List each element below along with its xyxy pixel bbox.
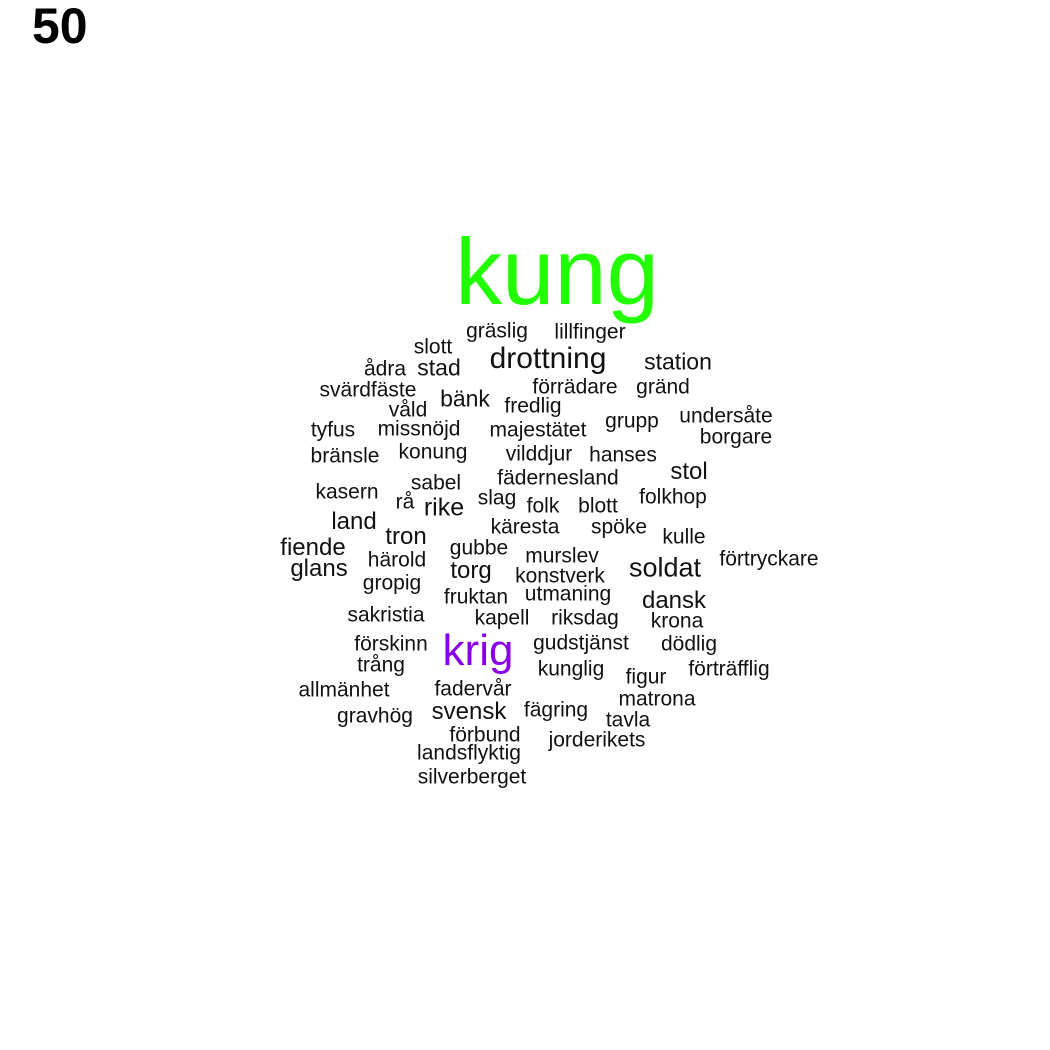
word-34: blott (578, 494, 618, 518)
word-13: bänk (440, 385, 490, 412)
word-17: grupp (605, 409, 659, 433)
word-27: fädernesland (497, 466, 619, 490)
word-36: land (331, 508, 377, 535)
word-43: härold (367, 548, 427, 572)
word-69: fägring (523, 698, 589, 722)
word-10: förrädare (532, 375, 618, 399)
word-45: förtryckare (719, 547, 819, 571)
word-35: folkhop (639, 485, 707, 509)
word-58: gudstjänst (533, 631, 629, 655)
word-65: fadervår (434, 677, 512, 701)
word-4: gräslig (466, 319, 528, 343)
word-51: utmaning (524, 582, 612, 606)
word-31: rike (423, 493, 465, 522)
word-0: kung (455, 219, 659, 324)
word-20: majestätet (489, 418, 587, 442)
word-74: silverberget (417, 765, 527, 789)
word-62: figur (625, 665, 667, 689)
word-66: matrona (618, 687, 696, 711)
word-26: stol (670, 458, 708, 485)
word-70: tavla (605, 708, 651, 732)
word-50: fruktan (443, 585, 509, 609)
word-33: folk (526, 494, 560, 518)
word-32: slag (477, 486, 517, 510)
word-63: förträfflig (688, 657, 770, 681)
word-48: konstverk (515, 564, 605, 588)
word-22: bränsle (310, 444, 380, 468)
word-44: murslev (525, 544, 599, 568)
word-54: kapell (474, 606, 530, 630)
word-67: gravhög (337, 704, 413, 728)
word-3: soldat (628, 552, 702, 583)
word-28: sabel (410, 471, 462, 495)
word-18: tyfus (310, 418, 356, 442)
word-39: tron (385, 523, 427, 550)
word-42: gubbe (449, 536, 509, 560)
word-68: svensk (431, 698, 507, 725)
word-64: allmänhet (298, 678, 390, 702)
word-41: fiende (280, 534, 346, 561)
word-49: gropig (362, 571, 422, 595)
word-52: dansk (641, 587, 707, 614)
word-47: torg (450, 557, 492, 584)
word-16: undersåte (679, 404, 773, 428)
word-46: glans (290, 555, 348, 582)
panel-label: 50 (32, 0, 88, 54)
word-57: förskinn (354, 632, 428, 656)
word-59: dödlig (660, 632, 718, 656)
word-23: konung (398, 440, 468, 464)
word-12: svärdfäste (319, 378, 417, 402)
word-30: rå (395, 490, 415, 514)
word-25: hanses (589, 443, 657, 467)
word-6: slott (413, 335, 453, 359)
word-1: krig (442, 626, 514, 675)
word-56: krona (650, 609, 704, 633)
word-24: vilddjur (505, 442, 573, 466)
word-40: kulle (662, 525, 706, 549)
word-11: gränd (636, 375, 690, 399)
word-5: lillfinger (554, 320, 626, 344)
word-7: station (644, 348, 712, 375)
word-21: borgare (699, 425, 773, 449)
word-55: riksdag (551, 606, 619, 630)
word-61: kunglig (537, 657, 605, 681)
word-14: våld (388, 398, 428, 422)
word-53: sakristia (347, 603, 425, 627)
word-71: förbund (449, 723, 521, 747)
word-15: fredlig (504, 394, 562, 418)
word-2: drottning (489, 342, 607, 375)
word-19: missnöjd (377, 417, 461, 441)
word-73: landsflyktig (417, 741, 521, 765)
word-29: kasern (315, 480, 379, 504)
word-72: jorderikets (548, 728, 646, 752)
word-37: käresta (490, 515, 560, 539)
word-60: trång (357, 653, 405, 677)
word-8: ådra (363, 357, 407, 381)
word-9: stad (417, 354, 461, 381)
word-38: spöke (590, 515, 648, 539)
